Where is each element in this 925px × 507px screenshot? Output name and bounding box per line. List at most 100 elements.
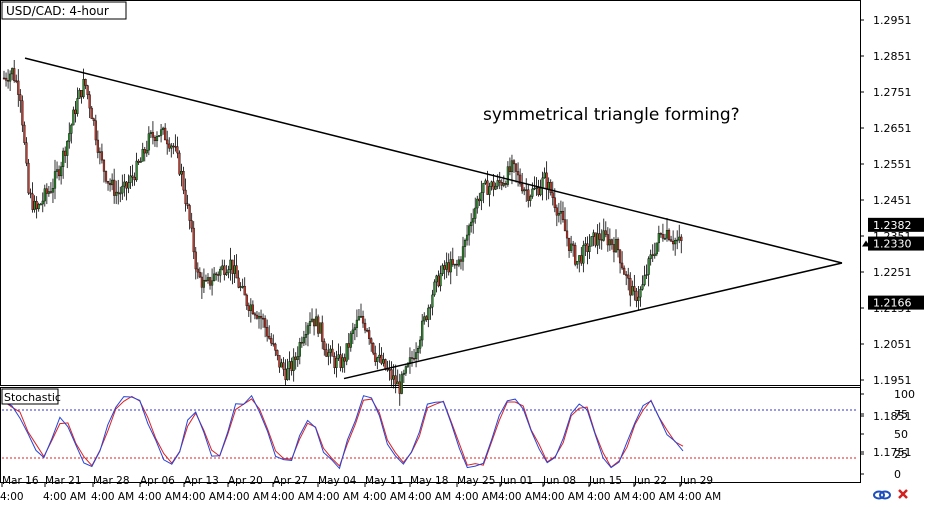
candle-body	[243, 285, 246, 296]
candle-body	[49, 191, 53, 193]
candle-body	[584, 243, 587, 246]
candle-body	[598, 233, 601, 240]
candle-body	[465, 234, 469, 241]
candle-body	[15, 80, 18, 82]
candle-body	[202, 279, 206, 288]
candle-body	[335, 357, 338, 368]
candle-body	[512, 160, 516, 165]
candle-body	[451, 259, 454, 265]
candle-body	[298, 342, 301, 357]
date-label: Mar 28	[93, 475, 130, 487]
time-label: 4:00 AM	[632, 491, 675, 503]
candle-body	[239, 286, 242, 288]
candle-body	[559, 211, 563, 214]
candle-body	[192, 227, 195, 253]
price-axis: 1.2951 1.2851 1.2751 1.2651 1.2551 1.2451 1.23…	[860, 14, 912, 459]
candle-body	[47, 191, 50, 194]
candle-body	[427, 307, 430, 320]
stochastic-layer	[2, 394, 858, 470]
time-label: 4:00 AM	[271, 491, 314, 503]
link-icon[interactable]	[873, 490, 891, 500]
candle-body	[319, 322, 322, 334]
candle-body	[200, 276, 203, 288]
date-label: Jun 29	[679, 475, 713, 487]
price-tick-label: 1.2551	[873, 158, 912, 171]
candle-body	[337, 354, 340, 359]
candle-body	[639, 289, 642, 298]
close-icon[interactable]	[896, 487, 910, 501]
candle-body	[94, 120, 97, 141]
candle-body	[676, 239, 679, 242]
candle-body	[463, 239, 467, 247]
candle-body	[178, 152, 181, 175]
candle-body	[445, 262, 448, 270]
candle-body	[143, 149, 146, 154]
candle-body	[478, 198, 481, 202]
candle-body	[127, 182, 130, 189]
candle-body	[488, 186, 491, 195]
candle-body	[618, 249, 622, 264]
candle-body	[237, 277, 240, 288]
date-label: May 04	[318, 475, 357, 487]
candle-body	[111, 179, 114, 186]
stochastic-axis: 100 75 50 25 0	[860, 388, 915, 481]
candle-body	[486, 180, 489, 195]
candle-body	[19, 94, 22, 101]
candle-body	[300, 342, 303, 344]
candle-body	[266, 327, 269, 337]
time-label: 4:00 AM	[363, 491, 406, 503]
candle-body	[510, 160, 514, 173]
candle-body	[453, 263, 456, 266]
candle-body	[223, 265, 226, 275]
candle-body	[29, 192, 32, 195]
time-label: 4:00 AM	[498, 491, 541, 503]
candle-body	[482, 183, 485, 193]
candle-body	[586, 243, 589, 252]
stoch-tick-label: 100	[894, 388, 915, 401]
candle-body	[290, 361, 293, 371]
candle-body	[623, 267, 626, 275]
stoch-tick-label: 75	[894, 408, 908, 421]
date-label: Jun 15	[588, 475, 622, 487]
candle-body	[4, 77, 8, 81]
candle-body	[551, 192, 554, 198]
stoch-main-line	[3, 394, 684, 470]
candle-body	[51, 188, 55, 193]
candle-body	[521, 183, 524, 192]
candle-body	[565, 230, 569, 239]
candle-body	[508, 166, 512, 173]
candle-body	[53, 171, 57, 189]
candle-body	[417, 348, 420, 353]
candle-body	[459, 259, 463, 262]
price-tick-label: 1.2751	[873, 86, 912, 99]
candle-body	[355, 319, 359, 328]
candle-body	[131, 175, 134, 178]
candle-body	[616, 239, 620, 251]
candle-body	[272, 342, 275, 345]
date-label: May 11	[365, 475, 403, 487]
candle-body	[514, 163, 518, 172]
candle-body	[164, 127, 167, 141]
candle-body	[113, 179, 116, 196]
candle-body	[6, 80, 10, 82]
candle-body	[312, 318, 316, 327]
candle-body	[98, 151, 101, 153]
candle-body	[567, 237, 571, 251]
candle-body	[123, 181, 126, 187]
time-label: 4:00 AM	[455, 491, 498, 503]
candle-body	[325, 349, 328, 357]
time-axis: Mar 16 Mar 21 Mar 28 Apr 06 Apr 13 Apr 20 Apr …	[0, 475, 721, 503]
candle-body	[147, 133, 150, 151]
candle-body	[468, 225, 471, 236]
candle-body	[653, 253, 656, 256]
time-label: 4:00 AM	[541, 491, 584, 503]
candle-body	[333, 356, 336, 368]
candle-body	[284, 368, 287, 380]
price-tick-label: 1.2651	[873, 122, 912, 135]
candle-body	[227, 269, 230, 274]
candle-body	[392, 375, 395, 380]
candle-body	[92, 118, 95, 121]
candle-body	[274, 343, 277, 351]
candle-body	[13, 68, 16, 81]
candle-body	[210, 280, 214, 286]
